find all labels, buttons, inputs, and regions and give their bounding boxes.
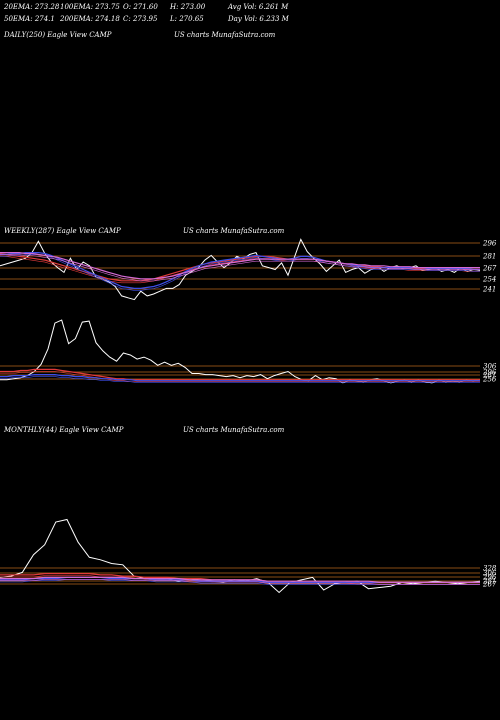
avg-vol-label: Avg Vol: 6.261 M: [228, 3, 289, 11]
ema200-label: 200EMA: 274.18: [60, 15, 120, 23]
price-line: [0, 518, 481, 594]
day-vol-label: Day Vol: 6.233 M: [228, 15, 289, 23]
ema20-label: 20EMA: 273.28: [4, 3, 60, 11]
low-label: L: 270.65: [170, 15, 204, 23]
y-tick-label: 296: [482, 574, 497, 582]
ema-line-ema_pink-shadow: [0, 254, 480, 282]
y-tick-label: 296: [482, 240, 497, 248]
monthly-panel-source: US charts MunafaSutra.com: [183, 426, 285, 434]
y-tick-label: 328: [483, 565, 497, 573]
weekly-panel-source: US charts MunafaSutra.com: [183, 227, 285, 235]
ema100-label: 100EMA: 273.75: [60, 3, 120, 11]
ema-line-ema_blue-shadow: [0, 254, 480, 291]
ema-line-ema_red: [0, 368, 480, 381]
close-label: C: 273.95: [123, 15, 158, 23]
ema-line-ema_blue: [0, 252, 480, 289]
ema-line-ema_pink: [0, 252, 480, 280]
ema-line-ema_blue: [0, 374, 480, 382]
y-tick-label: 306: [483, 570, 497, 578]
open-label: O: 271.60: [123, 3, 158, 11]
daily-panel-title: DAILY(250) Eagle View CAMP: [4, 31, 112, 39]
y-tick-label: 281: [482, 372, 496, 380]
y-tick-label: 306: [483, 363, 497, 371]
y-tick-label: 267: [482, 265, 497, 273]
ema-line-ema_pink: [0, 576, 480, 584]
daily-panel-source: US charts MunafaSutra.com: [174, 31, 276, 39]
y-tick-label: 281: [482, 253, 496, 261]
y-tick-label: 281: [482, 578, 496, 586]
monthly-panel-title: MONTHLY(44) Eagle View CAMP: [4, 426, 124, 434]
price-line: [0, 319, 481, 384]
ema-line-ema_pink-shadow: [0, 579, 480, 585]
y-tick-label: 256: [482, 376, 497, 384]
weekly-panel-title: WEEKLY(287) Eagle View CAMP: [4, 227, 121, 235]
ema-line-ema_blue-shadow: [0, 376, 480, 384]
y-tick-label: 241: [482, 286, 496, 294]
ema-line-ema_red-shadow: [0, 371, 480, 383]
high-label: H: 273.00: [170, 3, 206, 11]
y-tick-label: 296: [482, 369, 497, 377]
y-tick-label: 267: [482, 581, 497, 589]
y-tick-label: 254: [482, 276, 496, 284]
ema50-label: 50EMA: 274.1: [4, 15, 55, 23]
